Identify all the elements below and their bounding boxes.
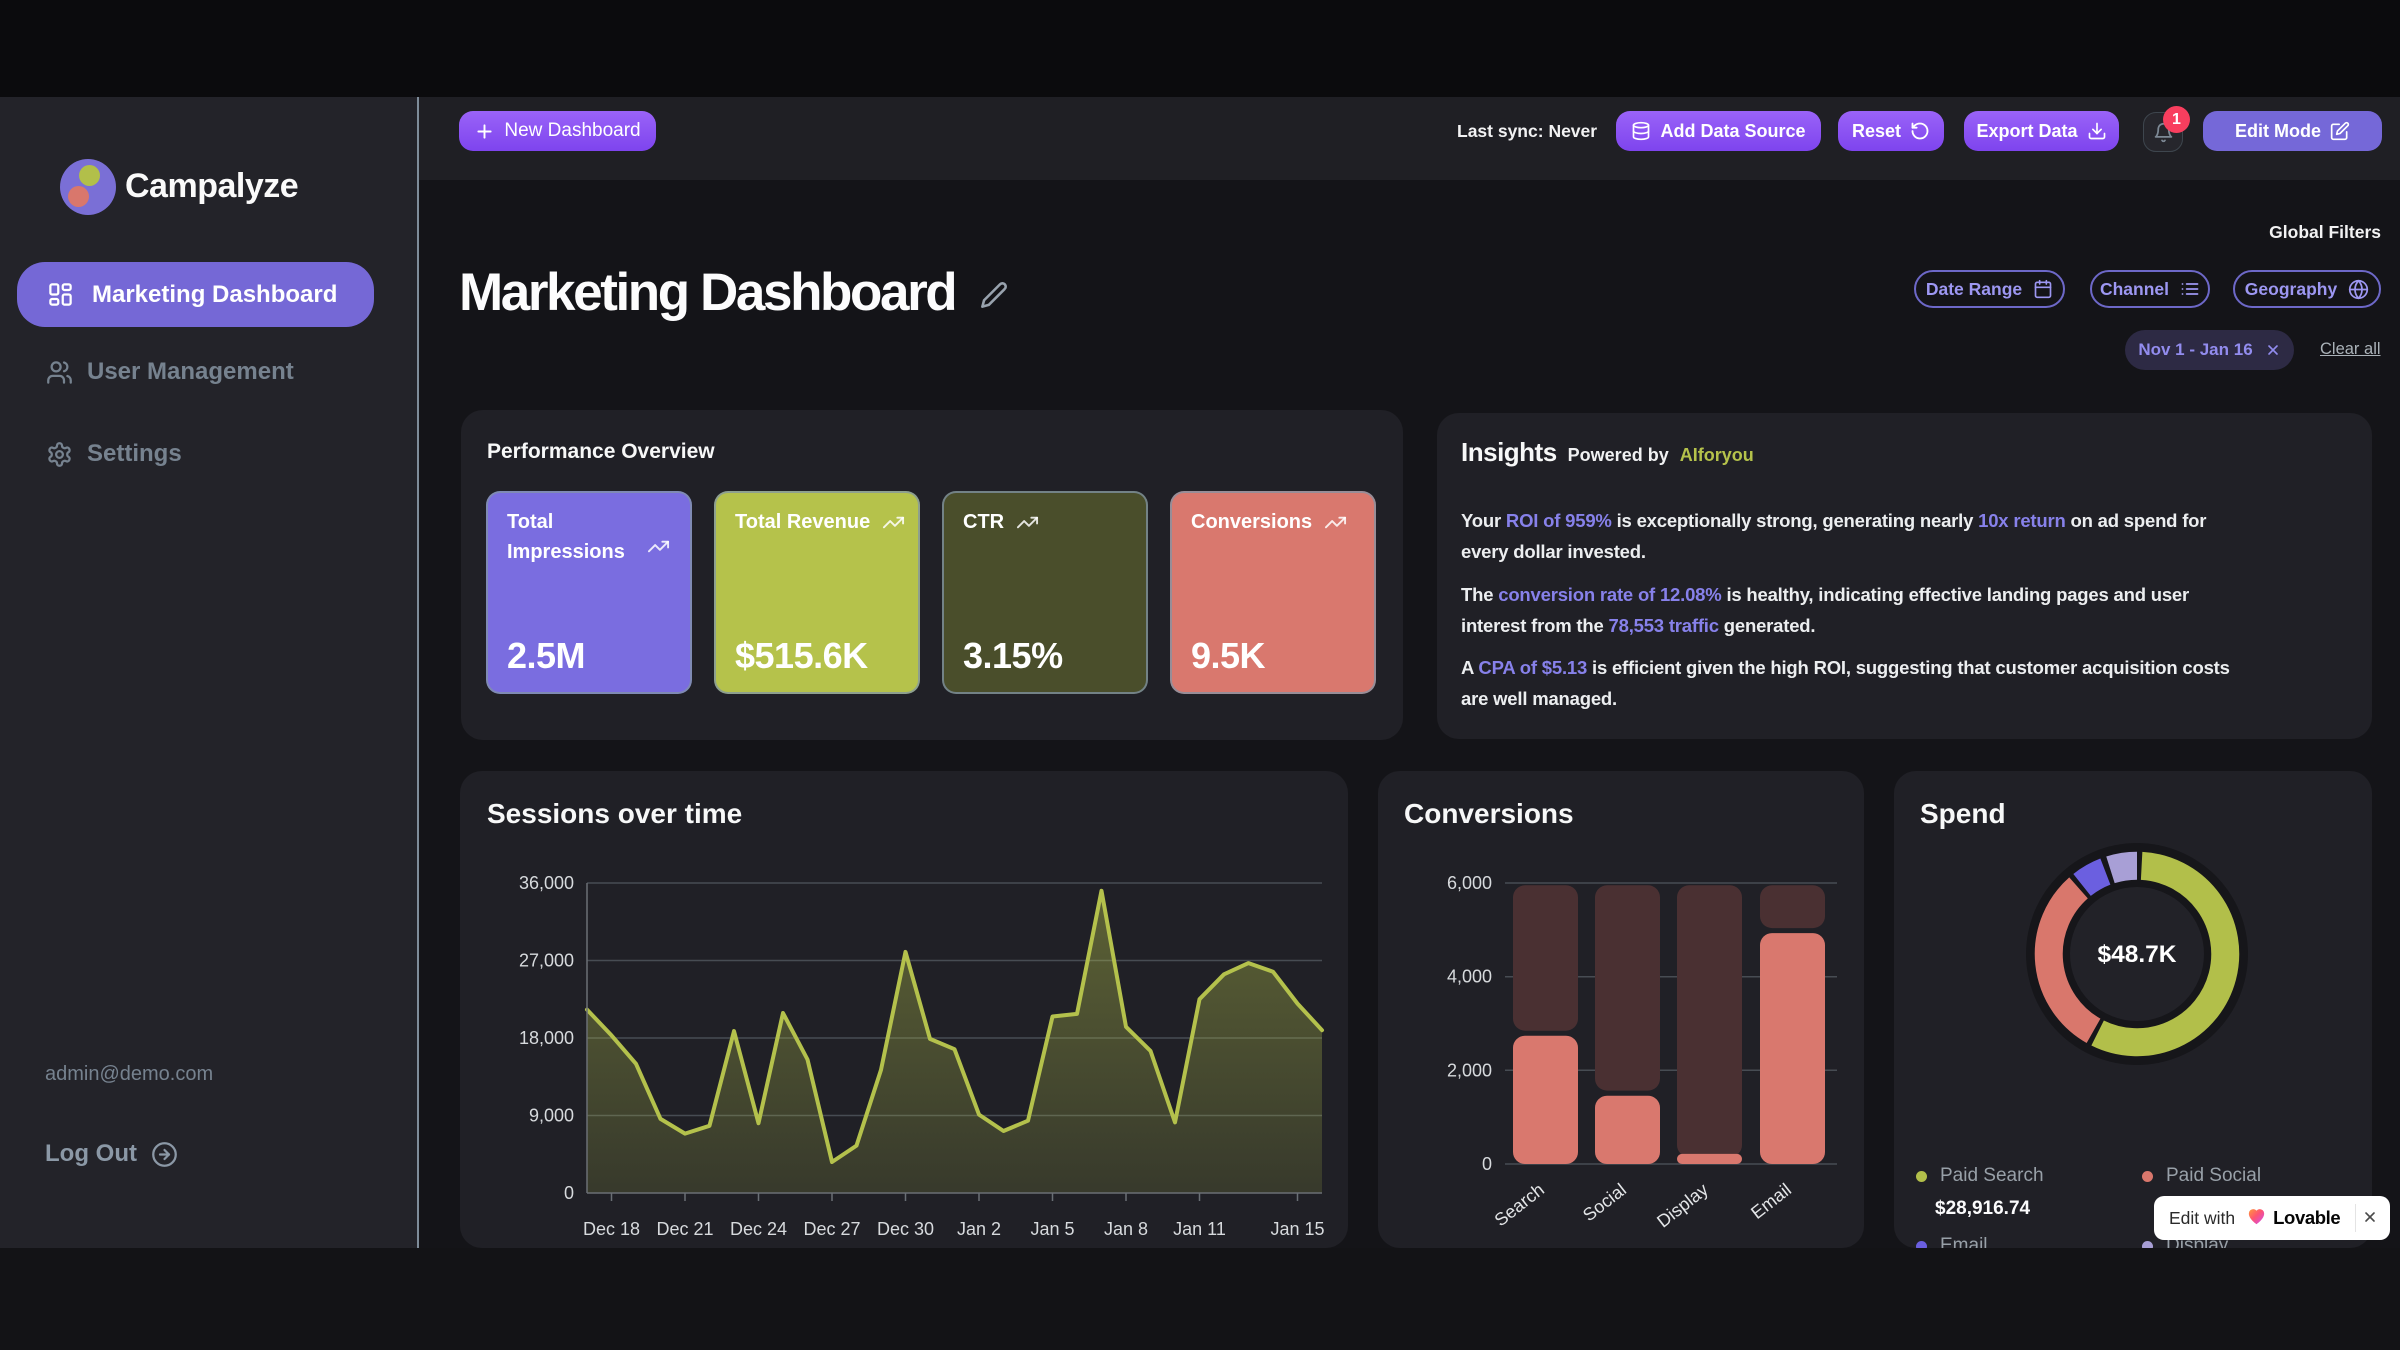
svg-text:Email: Email	[1747, 1179, 1795, 1222]
svg-text:Dec 21: Dec 21	[656, 1219, 713, 1239]
svg-text:18,000: 18,000	[519, 1028, 574, 1048]
svg-text:36,000: 36,000	[519, 873, 574, 893]
svg-text:0: 0	[1482, 1154, 1492, 1174]
svg-text:Jan 5: Jan 5	[1030, 1219, 1074, 1239]
svg-text:Jan 8: Jan 8	[1104, 1219, 1148, 1239]
svg-text:Jan 15: Jan 15	[1270, 1219, 1324, 1239]
svg-text:2,000: 2,000	[1447, 1060, 1492, 1080]
svg-text:Dec 24: Dec 24	[730, 1219, 787, 1239]
svg-text:Search: Search	[1491, 1179, 1548, 1230]
svg-text:4,000: 4,000	[1447, 967, 1492, 987]
svg-text:0: 0	[564, 1183, 574, 1203]
svg-text:Jan 11: Jan 11	[1173, 1219, 1226, 1239]
svg-text:Display: Display	[1653, 1179, 1712, 1231]
svg-text:Dec 18: Dec 18	[583, 1219, 640, 1239]
svg-text:27,000: 27,000	[519, 951, 574, 971]
svg-text:Social: Social	[1579, 1179, 1630, 1225]
svg-text:$48.7K: $48.7K	[2097, 941, 2176, 968]
svg-text:6,000: 6,000	[1447, 873, 1492, 893]
svg-text:Jan 2: Jan 2	[957, 1219, 1001, 1239]
svg-text:9,000: 9,000	[529, 1106, 574, 1126]
svg-text:Dec 27: Dec 27	[803, 1219, 860, 1239]
svg-text:Dec 30: Dec 30	[877, 1219, 934, 1239]
